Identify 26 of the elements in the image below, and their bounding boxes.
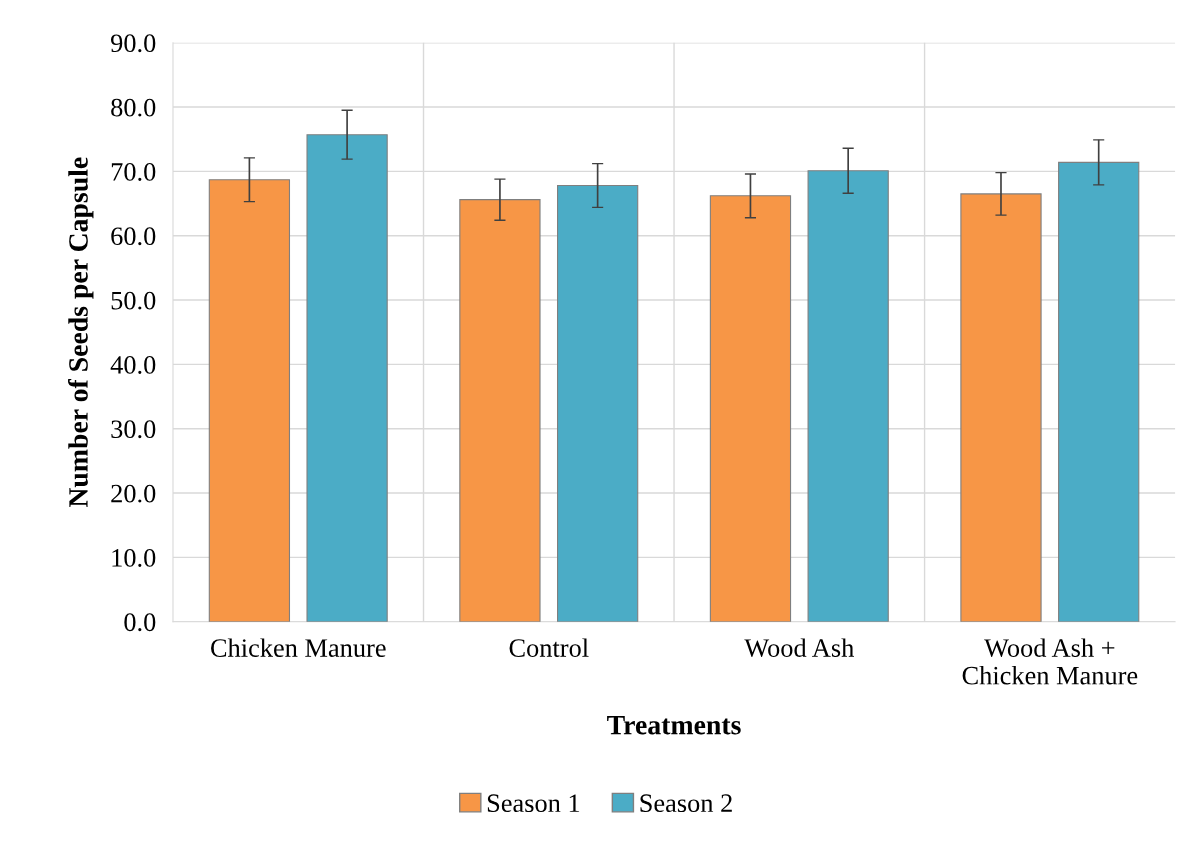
bar xyxy=(208,179,291,622)
y-tick-label: 50.0 xyxy=(111,291,156,310)
x-tick-label: Wood Ash xyxy=(744,638,854,658)
bar xyxy=(556,184,639,622)
y-tick-label: 60.0 xyxy=(111,227,156,246)
bar xyxy=(807,170,889,622)
bar xyxy=(459,199,541,622)
x-tick-label: Control xyxy=(509,638,589,657)
legend-label: Season 1 xyxy=(487,794,580,813)
bar xyxy=(306,134,388,622)
y-tick-label: 30.0 xyxy=(111,420,156,439)
y-tick-label: 10.0 xyxy=(112,548,156,567)
x-tick-label: Chicken Manure xyxy=(211,638,386,657)
y-tick-label: 20.0 xyxy=(111,484,156,503)
y-axis-title: Number of Seeds per Capsule xyxy=(68,157,94,508)
bar xyxy=(709,195,792,622)
y-tick-label: 70.0 xyxy=(111,162,156,181)
legend-label: Season 2 xyxy=(640,794,732,813)
bar xyxy=(960,193,1042,622)
y-tick-label: 40.0 xyxy=(110,355,156,374)
x-axis-title: Treatments xyxy=(607,715,741,735)
y-tick-label: 90.0 xyxy=(110,34,156,53)
x-tick-label: Wood Ash + Chicken Manure xyxy=(962,638,1138,685)
y-tick-label: 80.0 xyxy=(111,98,156,117)
y-tick-label: 0.0 xyxy=(124,613,156,632)
bar xyxy=(1058,161,1140,622)
